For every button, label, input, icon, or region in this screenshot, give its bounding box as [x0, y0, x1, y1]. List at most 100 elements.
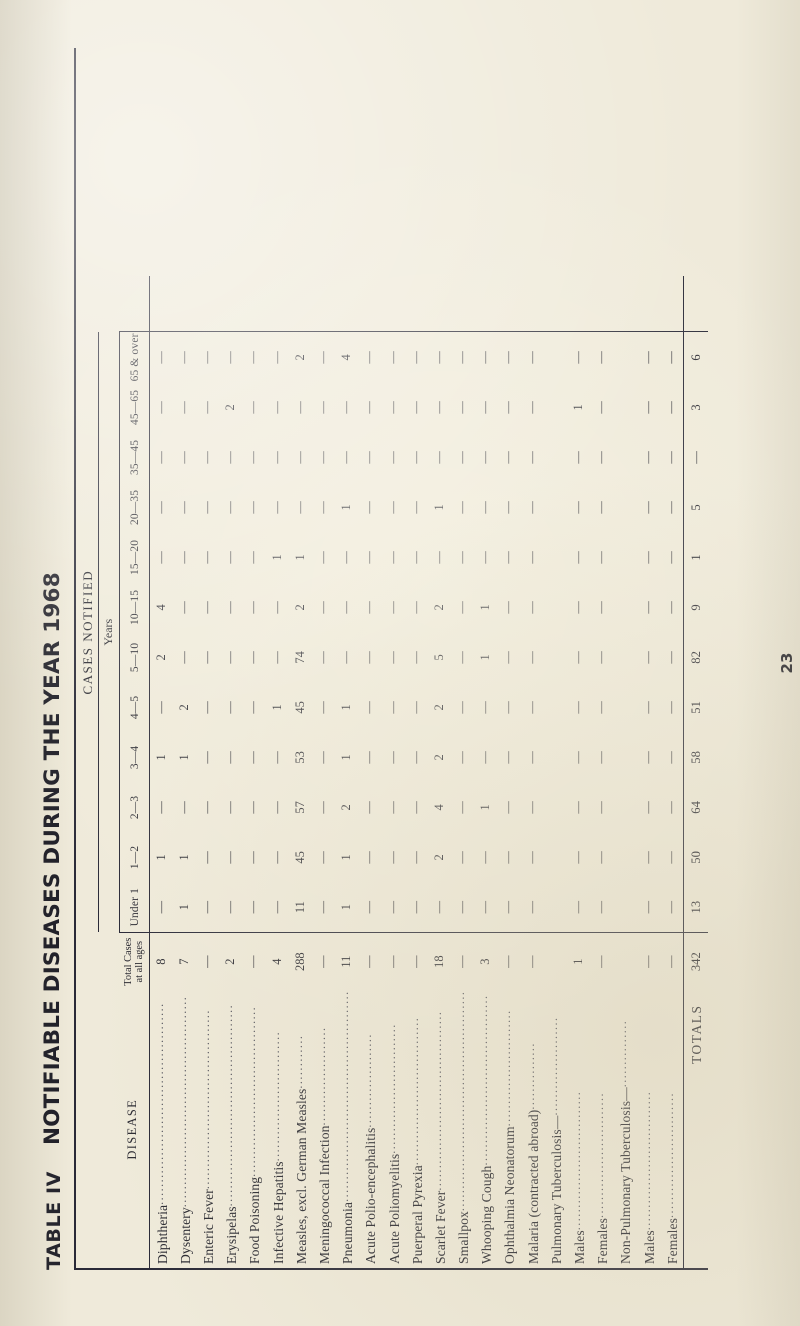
age-cell: 1 [176, 854, 191, 861]
age-cell: — [200, 601, 214, 614]
disease-name: Acute Poliomyelitis [386, 1153, 402, 1264]
row-totals-spacer [219, 275, 243, 332]
age-cell: 4 [431, 804, 446, 811]
age-cell: 11 [292, 901, 307, 914]
age-cell: — [408, 651, 423, 664]
header-age-35-45: 35—45 [119, 432, 150, 483]
disease-label: Infective Hepatitis ....................… [265, 990, 288, 1268]
age-cell: — [246, 501, 261, 514]
disease-name: Enteric Fever [201, 1189, 216, 1264]
age-cell: — [223, 351, 238, 364]
age-cell: — [362, 351, 377, 364]
age-cell [613, 882, 636, 932]
age-cell: — [455, 551, 470, 564]
age-cell: — [362, 751, 377, 764]
age-cell: 1 [153, 854, 168, 861]
row-totals-spacer [335, 275, 359, 332]
header-row-cases-notified: CASES NOTIFIED [76, 276, 99, 1268]
header-age-65-over: 65 & over [119, 331, 150, 383]
disease-label: Puerperal Pyrexia ......................… [405, 990, 428, 1268]
age-cell: — [408, 900, 423, 914]
age-cell: — [223, 851, 238, 864]
disease-name: Malaria (contracted abroad) [525, 1109, 541, 1264]
disease-label: Diphtheria .............................… [149, 990, 173, 1268]
age-cell: — [431, 900, 446, 914]
page-number: 23 [778, 652, 796, 674]
leader-dots: ........................................… [453, 990, 468, 1212]
table-row: Dysentery ..............................… [172, 275, 196, 1268]
table-row: Females ............................ — — — —… [659, 275, 684, 1268]
age-cell: — [640, 401, 655, 414]
age-cell: — [455, 451, 470, 464]
age-cell [544, 382, 567, 432]
age-cell: — [269, 851, 284, 864]
age-cell: — [663, 851, 678, 864]
totals-age-cell: — [683, 432, 708, 483]
age-cell: — [269, 651, 284, 664]
disease-name: Infective Hepatitis [270, 1161, 286, 1264]
age-cell: — [571, 900, 585, 914]
table-row: Meningococcal Infection ................… [311, 275, 336, 1268]
leader-dots: ............... [522, 1042, 537, 1110]
age-cell: — [153, 501, 168, 514]
total-cases-cell: — [590, 932, 614, 991]
leader-dots: ...................................... [244, 1005, 259, 1177]
disease-name: Ophthalmia Neonatorum [502, 1126, 518, 1264]
age-cell: — [315, 551, 330, 564]
age-cell: — [524, 501, 539, 514]
age-cell: — [571, 451, 585, 464]
age-cell: — [640, 801, 655, 814]
age-cell: 1 [339, 754, 354, 761]
totals-age-cell: 50 [683, 832, 708, 883]
row-totals-spacer [590, 275, 614, 332]
disease-name: Females [664, 1217, 680, 1264]
table-frame: CASES NOTIFIED Years DISEASE Total Cases [74, 48, 708, 1270]
age-cell: — [385, 701, 400, 714]
header-age-4-5: 4—5 [119, 682, 150, 733]
age-cell: 1 [431, 504, 446, 511]
age-cell: — [663, 651, 678, 664]
age-cell: — [478, 351, 493, 364]
age-cell: — [153, 551, 168, 564]
disease-name: Scarlet Fever [432, 1190, 448, 1264]
age-cell: — [501, 501, 516, 514]
age-cell: — [663, 801, 678, 814]
age-cell: — [640, 501, 655, 514]
row-totals-spacer [520, 275, 544, 332]
table-row: Enteric Fever ..........................… [195, 275, 220, 1268]
age-cell: — [339, 601, 354, 614]
leader-dots: ........................................… [221, 1003, 236, 1207]
age-cell: — [315, 351, 330, 364]
age-cell: — [663, 900, 678, 914]
disease-label: Scarlet Fever ..........................… [428, 990, 451, 1268]
age-cell: — [524, 601, 539, 614]
total-cases-cell: — [311, 932, 336, 991]
age-cell: — [200, 751, 214, 764]
age-cell: — [431, 451, 446, 464]
age-cell: — [269, 751, 284, 764]
leader-dots: ............................... [638, 1090, 653, 1231]
leader-dots: ................................. [406, 1016, 421, 1166]
age-cell: — [246, 751, 261, 764]
age-cell: — [269, 900, 284, 914]
age-cell: 1 [478, 604, 493, 611]
age-cell: — [455, 801, 470, 814]
age-cell [544, 882, 567, 932]
age-cell: 2 [176, 704, 191, 711]
age-cell: — [339, 651, 354, 664]
age-cell: — [176, 651, 191, 664]
age-cell: — [501, 900, 516, 914]
age-cell: — [455, 501, 470, 514]
age-cell [613, 382, 636, 432]
age-cell: — [362, 701, 377, 714]
totals-total-cases: 342 [683, 932, 708, 991]
disease-name: Dysentery [177, 1207, 193, 1264]
age-cell: — [200, 900, 214, 914]
age-cell: — [362, 851, 377, 864]
age-cell [544, 532, 567, 582]
age-cell: — [408, 751, 423, 764]
total-cases-cell: — [497, 932, 521, 991]
age-cell: — [362, 801, 377, 814]
age-cell: — [200, 851, 214, 864]
age-cell: — [408, 801, 423, 814]
